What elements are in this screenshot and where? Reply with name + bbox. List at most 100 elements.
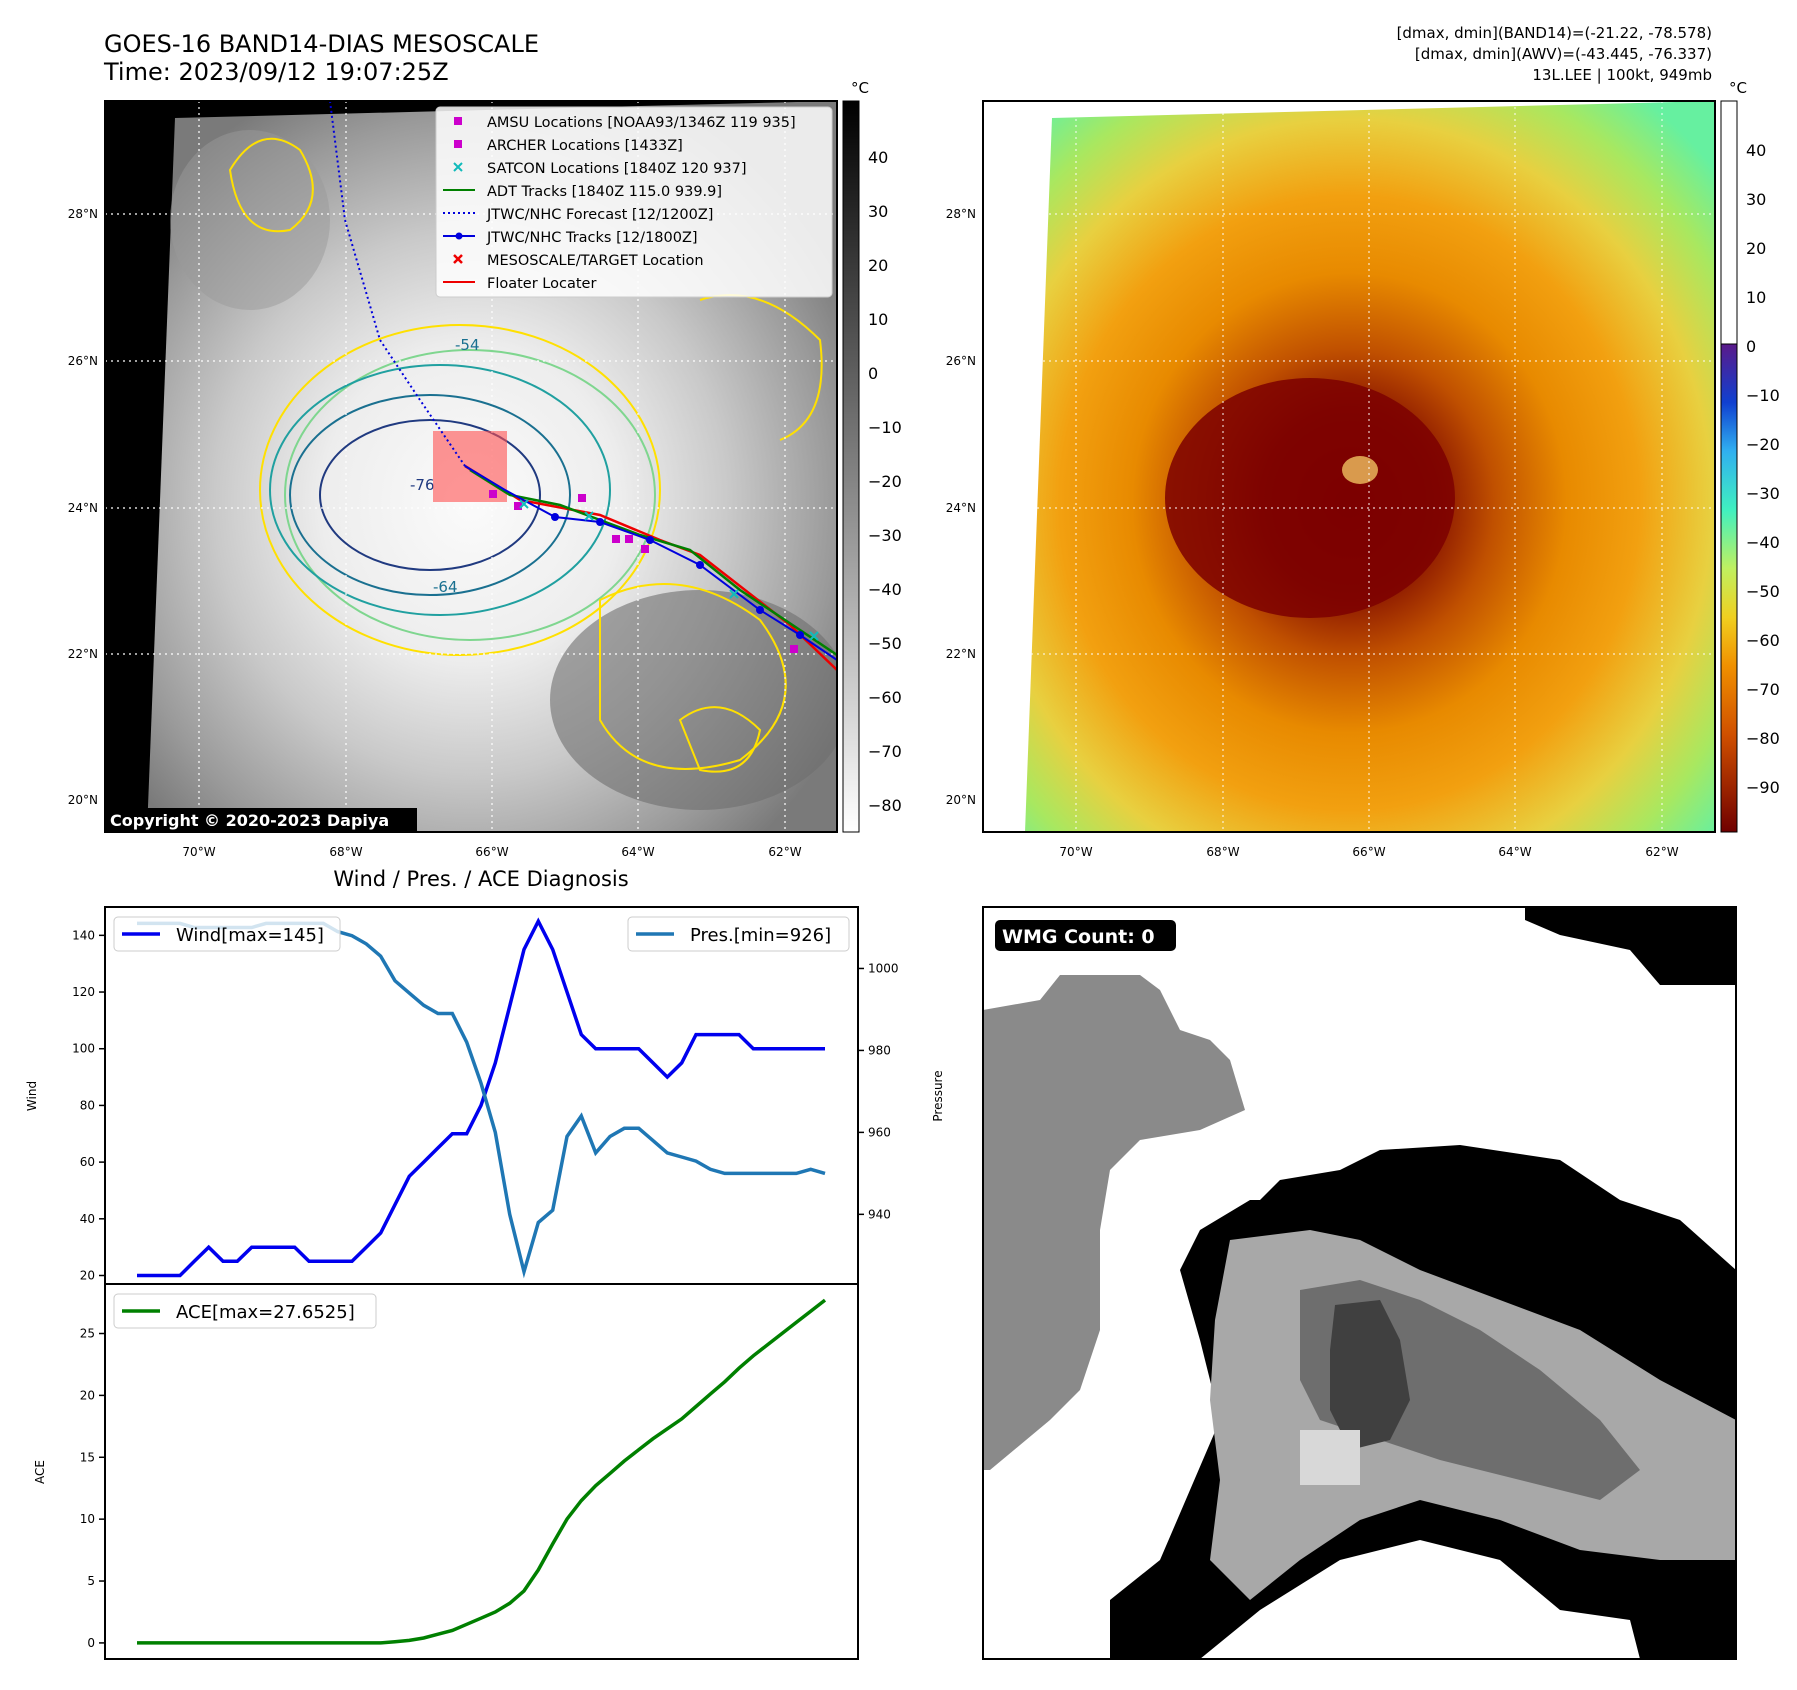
ace-y-ticks: 0 5 10 15 20 25 (80, 1327, 105, 1650)
svg-text:30: 30 (868, 202, 888, 221)
svg-text:20°N: 20°N (68, 793, 98, 807)
diagnosis-title: Wind / Pres. / ACE Diagnosis (333, 867, 628, 891)
ir-legend (435, 106, 833, 298)
ir-colorbar (842, 100, 860, 833)
svg-text:−30: −30 (1746, 484, 1780, 503)
contour-label: -76 (410, 476, 435, 494)
legend-satcon: SATCON Locations [1840Z 120 937] (487, 161, 746, 177)
pressure-legend: Pres.[min=926] (627, 916, 850, 952)
legend-amsu: AMSU Locations [NOAA93/1346Z 119 935] (487, 115, 796, 131)
svg-text:22°N: 22°N (68, 647, 98, 661)
svg-text:68°W: 68°W (329, 845, 362, 859)
legend-nhc-tracks: JTWC/NHC Tracks [12/1800Z] (486, 230, 698, 246)
svg-text:28°N: 28°N (946, 207, 976, 221)
wind-pressure-chart: Wind / Pres. / ACE Diagnosis 20 40 60 80 100… (25, 867, 945, 1285)
svg-text:−20: −20 (1746, 435, 1780, 454)
svg-text:10: 10 (868, 310, 888, 329)
wind-tick-label: 100 (72, 1042, 95, 1056)
svg-text:66°W: 66°W (1352, 845, 1385, 859)
svg-text:−70: −70 (868, 742, 902, 761)
svg-text:−30: −30 (868, 526, 902, 545)
svg-text:0: 0 (1746, 337, 1756, 356)
info-storm: 13L.LEE | 100kt, 949mb (1532, 66, 1712, 84)
ir-axes-frame (104, 100, 838, 833)
wind-tick-label: 40 (80, 1212, 95, 1226)
amsu-markers (489, 490, 798, 653)
svg-text:20: 20 (868, 256, 888, 275)
ir-colorbar-ticks: 40 30 20 10 0 −10 −20 −30 −40 −50 −60 −7… (868, 148, 902, 815)
wmg-black-region (1525, 907, 1736, 985)
pressure-tick-label: 940 (868, 1207, 891, 1221)
svg-text:40: 40 (868, 148, 888, 167)
svg-text:70°W: 70°W (1059, 845, 1092, 859)
svg-text:62°W: 62°W (768, 845, 801, 859)
copyright: Copyright © 2020-2023 Dapiya (110, 811, 389, 830)
wind-series-line (137, 917, 825, 1278)
awv-lon-labels: 70°W 68°W 66°W 64°W 62°W (1059, 845, 1678, 859)
legend-archer: ARCHER Locations [1433Z] (487, 138, 683, 154)
adt-track (469, 468, 837, 657)
pressure-ylabel: Pressure (931, 1070, 945, 1121)
awv-colorbar-unit: °C (1729, 79, 1747, 97)
svg-text:28°N: 28°N (68, 207, 98, 221)
nhc-track-points (551, 513, 804, 639)
wind-tick-label: 120 (72, 985, 95, 999)
contour-label: -64 (433, 578, 458, 596)
ir-map-panel: -54 -64 -76 (68, 79, 902, 859)
ace-legend: ACE[max=27.6525] (113, 1293, 377, 1329)
svg-text:−90: −90 (1746, 778, 1780, 797)
contour-label: -54 (455, 336, 480, 354)
awv-map-panel: °C 40 30 20 10 0 −10 −20 −30 −40 −50 −60… (946, 79, 1780, 859)
pressure-tick-label: 980 (868, 1043, 891, 1057)
wmg-badge: WMG Count: 0 (1002, 926, 1155, 948)
ir-lon-labels: 70°W 68°W 66°W 64°W 62°W (182, 845, 801, 859)
svg-text:20: 20 (1746, 239, 1766, 258)
svg-text:20°N: 20°N (946, 793, 976, 807)
svg-text:−70: −70 (1746, 680, 1780, 699)
ace-chart: 0 5 10 15 20 25 ACE ACE[max=27.6525] (33, 1283, 859, 1660)
awv-colorbar-upper (1720, 100, 1738, 345)
awv-colorbar-lower (1720, 343, 1738, 833)
svg-text:−80: −80 (1746, 729, 1780, 748)
wind-tick-label: 20 (80, 1268, 95, 1282)
svg-text:24°N: 24°N (68, 501, 98, 515)
wind-ylabel: Wind (25, 1081, 39, 1111)
svg-text:−10: −10 (1746, 386, 1780, 405)
legend-floater: Floater Locater (487, 276, 596, 292)
ace-ylabel: ACE (33, 1460, 47, 1484)
ace-series-line (137, 1298, 827, 1645)
pressure-legend-label: Pres.[min=926] (690, 925, 831, 946)
svg-text:68°W: 68°W (1206, 845, 1239, 859)
svg-text:−10: −10 (868, 418, 902, 437)
ace-tick-label: 0 (87, 1636, 95, 1650)
ace-tick-label: 20 (80, 1388, 95, 1402)
svg-text:−50: −50 (868, 634, 902, 653)
svg-text:26°N: 26°N (946, 354, 976, 368)
wind-axes-frame (104, 906, 859, 1285)
svg-text:30: 30 (1746, 190, 1766, 209)
legend-target: MESOSCALE/TARGET Location (487, 253, 704, 269)
figure-time: Time: 2023/09/12 19:07:25Z (103, 58, 449, 86)
ace-tick-label: 15 (80, 1450, 95, 1464)
figure-title: GOES-16 BAND14-DIAS MESOSCALE (104, 30, 539, 58)
svg-text:−60: −60 (1746, 631, 1780, 650)
svg-text:−60: −60 (868, 688, 902, 707)
wind-tick-label: 80 (80, 1098, 95, 1112)
svg-text:64°W: 64°W (621, 845, 654, 859)
svg-text:40: 40 (1746, 141, 1766, 160)
pressure-y-ticks: 940 960 980 1000 (858, 961, 899, 1221)
ace-tick-label: 25 (80, 1327, 95, 1341)
wind-y-ticks: 20 40 60 80 100 120 140 (72, 928, 105, 1282)
svg-text:−40: −40 (1746, 533, 1780, 552)
ace-legend-label: ACE[max=27.6525] (176, 1302, 355, 1323)
svg-text:10: 10 (1746, 288, 1766, 307)
awv-lat-labels: 28°N 26°N 24°N 22°N 20°N (946, 207, 976, 807)
ace-axes-frame (104, 1283, 859, 1660)
pressure-tick-label: 1000 (868, 961, 899, 975)
ir-lat-labels: 28°N 26°N 24°N 22°N 20°N (68, 207, 98, 807)
svg-text:−80: −80 (868, 796, 902, 815)
svg-text:26°N: 26°N (68, 354, 98, 368)
awv-colorbar-ticks: 40 30 20 10 0 −10 −20 −30 −40 −50 −60 −7… (1746, 141, 1780, 797)
pressure-tick-label: 960 (868, 1125, 891, 1139)
